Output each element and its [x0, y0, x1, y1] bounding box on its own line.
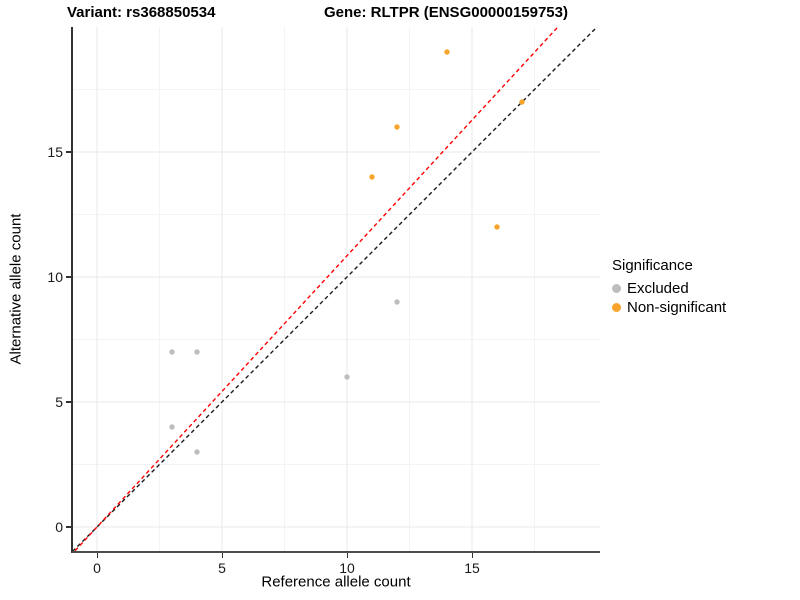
data-point-excluded [169, 349, 175, 355]
x-tick-label: 5 [218, 560, 226, 576]
x-tick-label: 0 [93, 560, 101, 576]
data-point-non-significant [519, 99, 525, 105]
x-axis-title: Reference allele count [261, 573, 411, 591]
x-tick-mark [221, 553, 223, 558]
data-point-non-significant [444, 49, 450, 55]
x-tick-mark [346, 553, 348, 558]
x-tick-mark [96, 553, 98, 558]
plot-panel [71, 27, 600, 553]
ratio-line [73, 27, 559, 551]
x-tick-mark [471, 553, 473, 558]
non-significant-dot-icon [612, 303, 621, 312]
legend-item-non-significant: Non-significant [612, 298, 726, 317]
y-tick-label: 15 [47, 144, 63, 160]
x-tick-label: 15 [464, 560, 480, 576]
plot-area [73, 27, 600, 551]
excluded-dot-icon [612, 284, 621, 293]
gene-title: Gene: RLTPR (ENSG00000159753) [324, 4, 568, 21]
identity-line [73, 27, 598, 551]
y-tick-label: 5 [55, 394, 63, 410]
significance-legend: Significance Excluded Non-significant [612, 257, 726, 317]
legend-label-excluded: Excluded [627, 280, 689, 297]
legend-item-excluded: Excluded [612, 279, 726, 298]
y-tick-mark [66, 526, 71, 528]
data-point-non-significant [494, 224, 500, 230]
y-tick-mark [66, 276, 71, 278]
x-tick-label: 10 [339, 560, 355, 576]
data-point-excluded [194, 349, 200, 355]
legend-label-non-significant: Non-significant [627, 299, 727, 316]
data-point-non-significant [369, 174, 375, 180]
variant-title: Variant: rs368850534 [67, 4, 216, 21]
data-point-excluded [194, 449, 200, 455]
y-tick-mark [66, 401, 71, 403]
y-tick-label: 10 [47, 269, 63, 285]
data-point-excluded [344, 374, 350, 380]
data-point-non-significant [394, 124, 400, 130]
y-axis-title: Alternative allele count [7, 213, 25, 365]
legend-title: Significance [612, 257, 693, 274]
y-tick-mark [66, 151, 71, 153]
data-point-excluded [394, 299, 400, 305]
y-tick-label: 0 [55, 519, 63, 535]
data-point-excluded [169, 424, 175, 430]
